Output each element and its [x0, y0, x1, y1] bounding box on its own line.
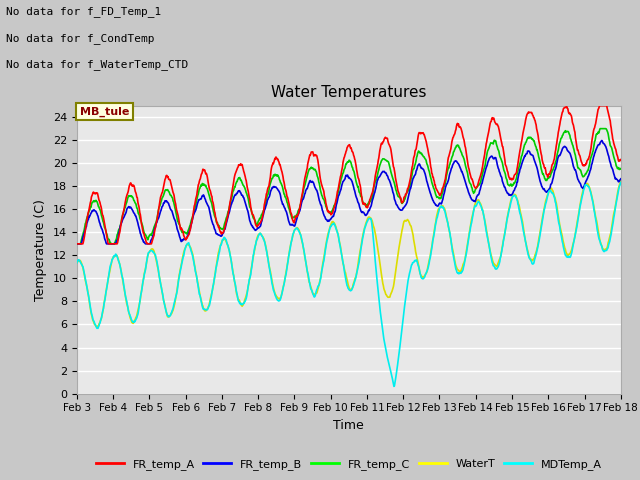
X-axis label: Time: Time — [333, 419, 364, 432]
Y-axis label: Temperature (C): Temperature (C) — [35, 199, 47, 300]
Text: No data for f_CondTemp: No data for f_CondTemp — [6, 33, 155, 44]
Legend: FR_temp_A, FR_temp_B, FR_temp_C, WaterT, MDTemp_A: FR_temp_A, FR_temp_B, FR_temp_C, WaterT,… — [92, 455, 606, 474]
Title: Water Temperatures: Water Temperatures — [271, 85, 426, 100]
Text: MB_tule: MB_tule — [80, 107, 129, 117]
Text: No data for f_WaterTemp_CTD: No data for f_WaterTemp_CTD — [6, 59, 189, 70]
Text: No data for f_FD_Temp_1: No data for f_FD_Temp_1 — [6, 6, 162, 17]
